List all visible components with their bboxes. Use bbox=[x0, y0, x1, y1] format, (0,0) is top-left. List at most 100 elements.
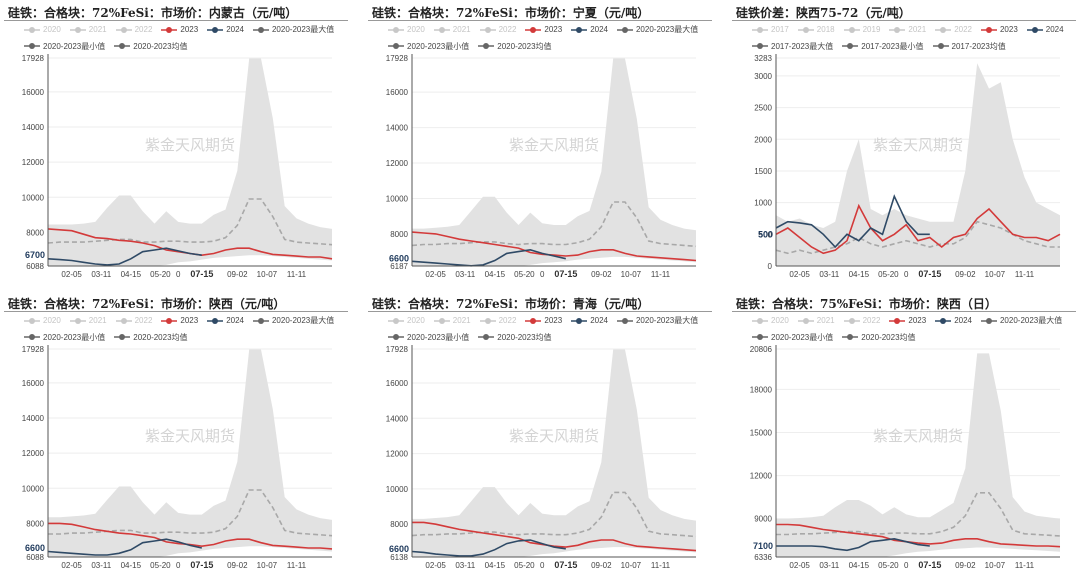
legend-marker-dot bbox=[757, 317, 763, 324]
y-tick-label: 17928 bbox=[386, 345, 409, 354]
legend-marker-dot bbox=[120, 26, 127, 33]
legend-item[interactable]: 2020 bbox=[24, 22, 61, 37]
legend-item[interactable]: 2020-2023最大值 bbox=[252, 313, 334, 328]
legend-item[interactable]: 2020-2023最大值 bbox=[616, 22, 698, 37]
legend-label: 2022 bbox=[498, 316, 517, 325]
legend-item[interactable]: 2020-2023最小值 bbox=[24, 39, 105, 54]
legend-item[interactable]: 2021 bbox=[433, 313, 471, 328]
legend-item[interactable]: 2020 bbox=[388, 313, 425, 328]
legend-item[interactable]: 2020 bbox=[24, 313, 61, 328]
y-tick-label: 16000 bbox=[386, 88, 409, 97]
x-tick-label: 10-07 bbox=[985, 270, 1006, 279]
legend-item[interactable]: 2023 bbox=[889, 313, 926, 328]
legend-item[interactable]: 2021 bbox=[69, 313, 107, 328]
x-tick-label: 05-20 bbox=[514, 561, 535, 570]
legend-marker-icon bbox=[932, 43, 949, 49]
legend-item[interactable]: 2022 bbox=[479, 22, 516, 37]
legend-item[interactable]: 2022 bbox=[115, 22, 152, 37]
legend-marker-icon bbox=[525, 317, 542, 324]
legend-marker-icon bbox=[935, 317, 952, 324]
legend-marker-icon bbox=[842, 334, 859, 340]
legend-label: 2020-2023均值 bbox=[861, 332, 916, 342]
legend-item[interactable]: 2020-2023最大值 bbox=[252, 22, 334, 37]
x-tick-label: 03-11 bbox=[819, 561, 839, 570]
legend-item[interactable]: 2024 bbox=[571, 22, 608, 37]
legend-marker-dot bbox=[757, 43, 763, 49]
legend-item[interactable]: 2022 bbox=[479, 313, 517, 328]
legend-item[interactable]: 2017 bbox=[752, 22, 789, 37]
legend-item[interactable]: 2017-2023均值 bbox=[932, 39, 1006, 54]
x-tick-label: 03-11 bbox=[455, 561, 475, 570]
legend-marker-dot bbox=[847, 43, 854, 49]
legend-marker-dot bbox=[894, 26, 901, 33]
y-tick-label: 2500 bbox=[754, 104, 772, 113]
legend-marker-icon bbox=[24, 334, 40, 340]
legend-item[interactable]: 2020-2023最小值 bbox=[388, 330, 469, 345]
legend-marker-dot bbox=[757, 26, 763, 33]
legend-item[interactable]: 2017-2023最小值 bbox=[842, 39, 924, 54]
legend-item[interactable]: 2021 bbox=[889, 22, 926, 37]
legend-label: 2020 bbox=[43, 316, 61, 325]
legend-marker-icon bbox=[752, 317, 768, 324]
current-value-label: 6600 bbox=[389, 544, 409, 554]
legend-marker-dot bbox=[483, 43, 490, 49]
legend-item[interactable]: 2020-2023均值 bbox=[478, 39, 552, 54]
legend-item[interactable]: 2021 bbox=[433, 22, 471, 37]
legend-item[interactable]: 2021 bbox=[797, 313, 835, 328]
legend-item[interactable]: 2018 bbox=[797, 22, 835, 37]
legend-item[interactable]: 2020-2023均值 bbox=[478, 330, 552, 345]
legend-marker-icon bbox=[252, 26, 269, 33]
x-tick-current-date: 07-15 bbox=[190, 560, 213, 570]
legend-item[interactable]: 2023 bbox=[161, 313, 198, 328]
legend-item[interactable]: 2023 bbox=[980, 22, 1018, 37]
legend-marker-icon bbox=[115, 26, 132, 33]
legend-marker-icon bbox=[388, 317, 404, 324]
legend-marker-dot bbox=[438, 317, 445, 324]
legend-item[interactable]: 2022 bbox=[843, 313, 880, 328]
legend-label: 2017-2023最小值 bbox=[861, 41, 924, 51]
legend-marker-icon bbox=[115, 317, 132, 324]
legend-item[interactable]: 2024 bbox=[207, 313, 244, 328]
legend-label: 2021 bbox=[452, 25, 471, 34]
legend-item[interactable]: 2022 bbox=[935, 22, 972, 37]
legend-label: 2021 bbox=[908, 25, 927, 34]
legend-item[interactable]: 2020-2023最大值 bbox=[616, 313, 698, 328]
legend-marker-icon bbox=[433, 26, 450, 33]
legend-item[interactable]: 2019 bbox=[843, 22, 880, 37]
legend-marker-dot bbox=[212, 317, 219, 324]
legend-item[interactable]: 2024 bbox=[571, 313, 608, 328]
legend-marker-dot bbox=[985, 26, 992, 33]
y-tick-label: 3283 bbox=[754, 54, 772, 63]
legend-item[interactable]: 2020-2023均值 bbox=[114, 39, 188, 54]
legend-item[interactable]: 2024 bbox=[935, 313, 972, 328]
legend-marker-dot bbox=[985, 317, 992, 324]
legend-item[interactable]: 2020-2023均值 bbox=[114, 330, 188, 345]
legend-item[interactable]: 2021 bbox=[69, 22, 107, 37]
x-tick-label: 09-02 bbox=[591, 270, 612, 279]
legend-item[interactable]: 2020 bbox=[752, 313, 789, 328]
minmax-band-area bbox=[48, 349, 332, 557]
legend-item[interactable]: 2020-2023最小值 bbox=[752, 330, 833, 345]
legend-marker-icon bbox=[479, 317, 496, 324]
legend-marker-icon bbox=[571, 317, 588, 324]
legend-label: 2017-2023均值 bbox=[951, 41, 1006, 51]
legend-item[interactable]: 2023 bbox=[525, 22, 562, 37]
legend-item[interactable]: 2020 bbox=[388, 22, 425, 37]
legend-marker-icon bbox=[388, 26, 404, 33]
legend-label: 2020-2023最小值 bbox=[43, 332, 106, 342]
legend-item[interactable]: 2020-2023最大值 bbox=[980, 313, 1062, 328]
legend-item[interactable]: 2024 bbox=[1026, 22, 1064, 37]
legend-item[interactable]: 2022 bbox=[115, 313, 152, 328]
y-tick-label: 16000 bbox=[386, 379, 409, 388]
legend-item[interactable]: 2024 bbox=[207, 22, 244, 37]
legend-item[interactable]: 2017-2023最大值 bbox=[752, 39, 833, 54]
legend-marker-icon bbox=[114, 43, 131, 49]
legend-marker-dot bbox=[1031, 26, 1038, 33]
legend-item[interactable]: 2020-2023最小值 bbox=[24, 330, 105, 345]
legend-item[interactable]: 2023 bbox=[161, 22, 198, 37]
chart-panel: 硅铁：合格块：75%FeSi：市场价：陕西（日） 2020 2021 2022 2023… bbox=[728, 291, 1080, 574]
legend-item[interactable]: 2020-2023最小值 bbox=[388, 39, 469, 54]
legend-item[interactable]: 2023 bbox=[525, 313, 562, 328]
legend-item[interactable]: 2020-2023均值 bbox=[842, 330, 916, 345]
x-tick-label: 11-11 bbox=[1015, 561, 1035, 570]
